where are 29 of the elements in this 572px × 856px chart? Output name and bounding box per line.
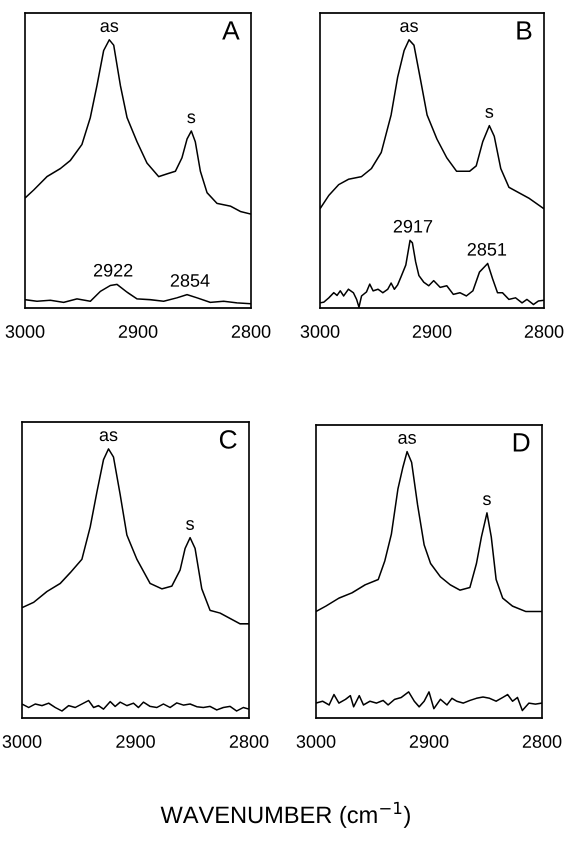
annotation: s bbox=[482, 495, 491, 506]
x-tick-label: 3000 bbox=[2, 735, 42, 748]
chart-title: D bbox=[514, 433, 530, 452]
annotation: 2851 bbox=[468, 242, 506, 256]
x-axis-title: WAVENUMBER (cm$^{−1}$) bbox=[160, 802, 410, 828]
annotation: as bbox=[100, 431, 118, 442]
annotation: 2917 bbox=[394, 220, 432, 233]
chart-title: C bbox=[220, 430, 237, 449]
x-tick-label: 2800 bbox=[230, 735, 268, 748]
x-tick-label: 2900 bbox=[410, 735, 448, 748]
annotation: s bbox=[187, 113, 196, 124]
x-tick-label: 2900 bbox=[116, 735, 155, 748]
x-tick-label: 2900 bbox=[412, 325, 452, 338]
annotation: s bbox=[186, 520, 194, 530]
x-tick-label: 2900 bbox=[118, 325, 158, 338]
chart-title: A bbox=[222, 21, 240, 40]
annotation: as bbox=[398, 434, 416, 444]
chart-title: B bbox=[517, 21, 532, 40]
x-tick-label: 3000 bbox=[296, 735, 336, 748]
annotation: as bbox=[400, 22, 418, 32]
annotation: as bbox=[100, 22, 118, 32]
annotation: 2922 bbox=[94, 264, 132, 277]
annotation: s bbox=[485, 108, 494, 118]
x-tick-label: 3000 bbox=[300, 325, 340, 338]
x-tick-label: 2800 bbox=[524, 325, 564, 338]
x-tick-label: 2800 bbox=[232, 325, 270, 338]
x-tick-label: 2800 bbox=[522, 735, 562, 748]
x-tick-label: 3000 bbox=[6, 325, 44, 338]
annotation: 2854 bbox=[170, 274, 210, 287]
